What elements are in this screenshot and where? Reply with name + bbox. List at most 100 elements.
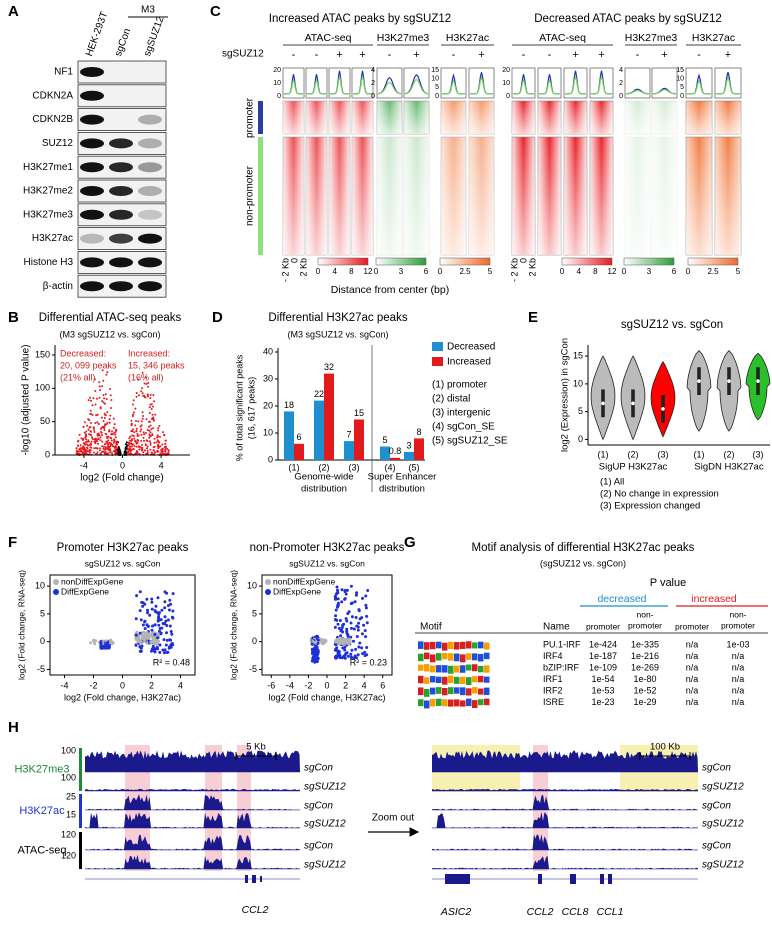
track-scale: 120 <box>61 850 76 860</box>
track-scale: 15 <box>66 809 76 819</box>
label: + <box>413 49 419 61</box>
scatter-dot <box>138 645 142 649</box>
table-cell: ISRE <box>543 697 564 707</box>
label: Differential ATAC-seq peaks <box>39 312 182 324</box>
panel-label: C <box>210 3 221 20</box>
violin-median <box>661 407 665 411</box>
volcano-dot <box>164 448 167 451</box>
exon <box>600 874 604 884</box>
table-cell: 1e-109 <box>589 662 617 672</box>
table-cell: 1e-53 <box>591 685 614 695</box>
colorbar-tick: 12 <box>608 267 617 276</box>
data-label: 0.8 <box>389 446 402 456</box>
scatter-dot <box>152 638 156 642</box>
profile-box <box>351 67 374 99</box>
x-tick-label: (4) <box>385 462 396 472</box>
data-label: 5 <box>382 435 387 445</box>
label: log2 (Fold change) <box>80 473 163 484</box>
volcano-dot <box>105 373 108 376</box>
profile-curve <box>353 76 372 95</box>
scatter-dot <box>169 638 173 642</box>
label: (M3 sgSUZ12 vs. sgCon) <box>59 329 160 339</box>
panel-label: E <box>528 309 538 326</box>
group-label: Super Enhancer <box>368 472 437 483</box>
scatter-dot <box>311 650 314 653</box>
volcano-dot <box>89 426 92 428</box>
motif-logo <box>484 698 490 706</box>
gene-label: ASIC2 <box>440 906 472 918</box>
profile-tick: 4 <box>371 67 375 74</box>
table-header: decreased <box>597 593 646 605</box>
volcano-dot <box>89 442 92 445</box>
y-tick-label: 50 <box>40 416 50 426</box>
scatter-dot <box>310 659 314 663</box>
label: M3 <box>141 5 155 16</box>
bar <box>414 438 424 460</box>
key-item: (2) No change in expression <box>600 489 719 500</box>
scatter-dot <box>343 648 347 652</box>
volcano-dot <box>140 424 143 427</box>
band <box>109 186 133 196</box>
scatter-dot <box>356 628 360 632</box>
volcano-dot <box>157 446 160 449</box>
volcano-dot <box>133 444 136 447</box>
scatter-dot <box>338 656 342 660</box>
plot-title: non-Promoter H3K27ac peaks <box>250 542 405 554</box>
band <box>138 186 162 196</box>
volcano-dot <box>137 434 140 437</box>
bar <box>294 443 304 460</box>
volcano-dot <box>133 411 135 414</box>
y-tick-label: 0 <box>268 454 273 464</box>
volcano-dot <box>150 428 153 431</box>
y-tick-label: 10 <box>573 378 583 388</box>
volcano-dot <box>91 414 94 416</box>
profile-curve <box>513 78 534 95</box>
label: (M3 sgSUZ12 vs. sgCon) <box>287 329 388 339</box>
distance-tick: 0 <box>518 258 528 263</box>
volcano-dot <box>114 431 117 434</box>
scatter-dot <box>365 653 369 657</box>
volcano-dot <box>149 393 152 396</box>
sample-label: sgSUZ12 <box>702 782 744 793</box>
profile-box <box>328 67 351 99</box>
volcano-dot <box>140 449 143 452</box>
volcano-dot <box>104 424 107 427</box>
motif-logo <box>442 676 448 685</box>
volcano-dot <box>147 394 149 397</box>
volcano-dot <box>99 436 102 439</box>
scatter-dot <box>364 635 368 639</box>
legend-label: Decreased <box>447 342 495 353</box>
track-scale: 100 <box>61 745 76 755</box>
scatter-dot <box>152 646 156 650</box>
volcano-dot <box>128 443 130 446</box>
colorbar-tick: 0 <box>686 267 691 276</box>
band <box>138 233 162 244</box>
volcano-dot <box>145 432 147 434</box>
volcano-dot <box>161 443 164 446</box>
scatter-dot <box>143 634 147 638</box>
table-header: promoter <box>628 620 662 630</box>
colorbar-tick: 2.5 <box>707 267 719 276</box>
sample-label: sgCon <box>702 763 731 774</box>
colorbar-tick: 2.5 <box>459 267 471 276</box>
profile-box <box>305 67 328 99</box>
table-cell: n/a <box>732 697 745 707</box>
volcano-dot <box>90 440 93 443</box>
volcano-dot <box>111 452 113 455</box>
band <box>109 233 133 244</box>
key-item: (2) distal <box>432 394 470 405</box>
volcano-dot <box>152 405 154 408</box>
motif-logo <box>424 642 430 650</box>
motif-logo <box>484 652 490 660</box>
blot-label: H3K27ac <box>32 233 73 244</box>
signal-track <box>85 750 300 772</box>
scatter-dot <box>336 642 340 645</box>
scatter-dot <box>150 607 154 611</box>
volcano-dot <box>153 419 155 422</box>
scatter-dot <box>313 640 317 644</box>
table-cell: IRF2 <box>543 685 563 695</box>
label: log2 (Fold change, H3K27ac) <box>64 692 181 702</box>
scatter-dot <box>143 620 147 624</box>
scatter-dot <box>146 608 149 612</box>
key-item: (4) sgCon_SE <box>432 422 495 433</box>
